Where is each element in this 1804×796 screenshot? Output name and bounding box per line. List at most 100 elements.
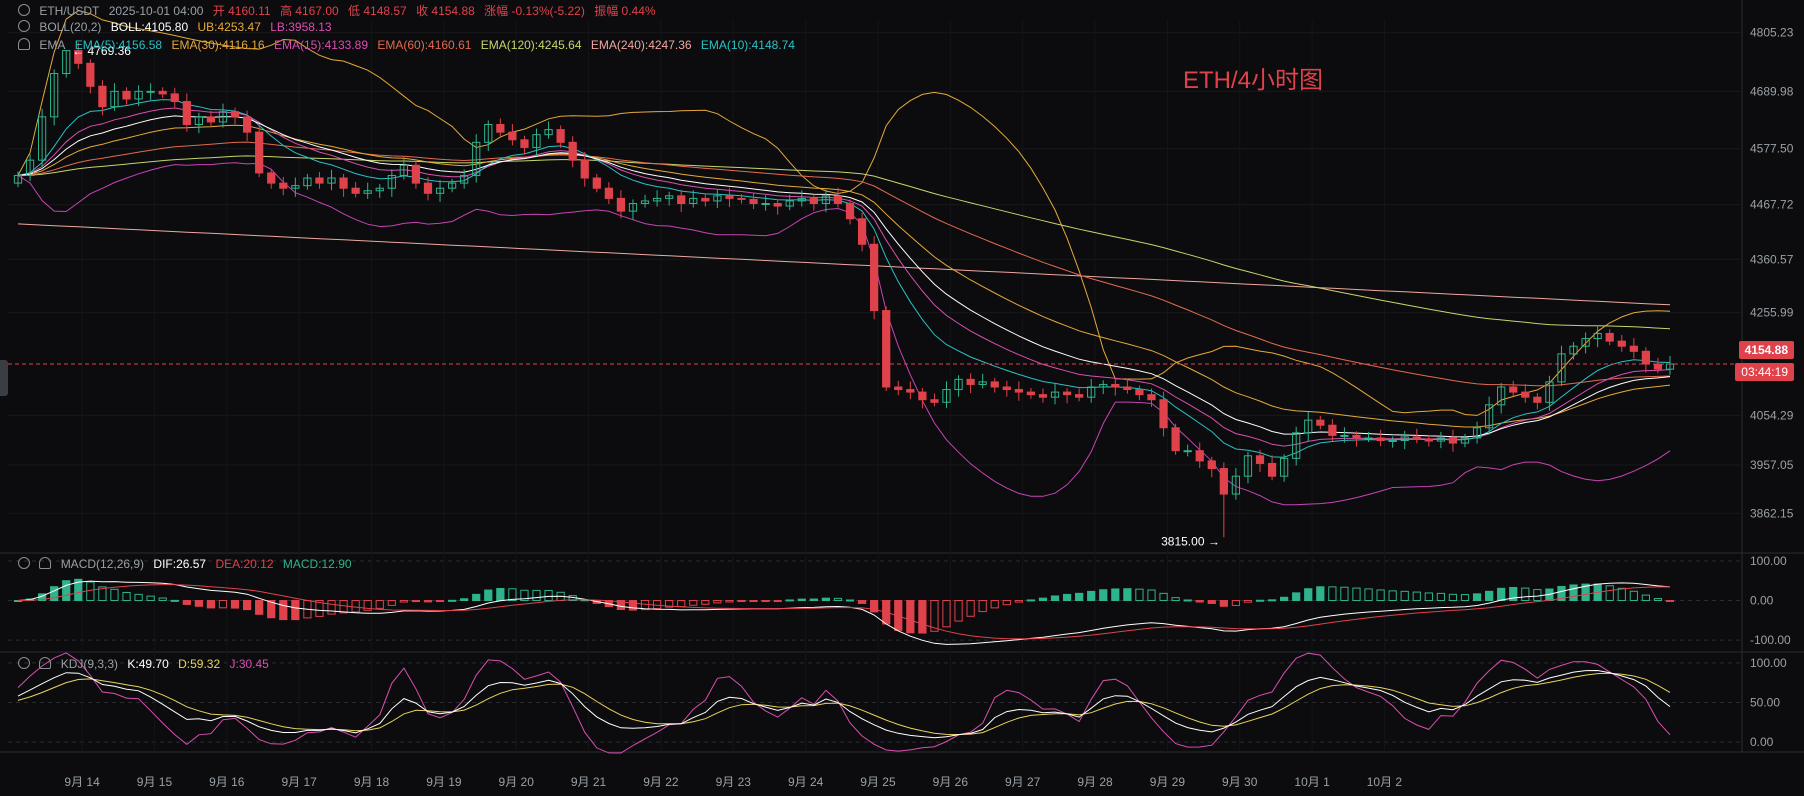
chevron-icon[interactable] [18, 557, 30, 569]
macd-histogram-bar [98, 586, 107, 602]
candle-body [845, 202, 855, 220]
macd-histogram-bar [291, 600, 300, 621]
macd-histogram-bar [508, 588, 517, 602]
candle-body [1231, 475, 1241, 495]
kdj-tick-label: 0.00 [1750, 735, 1774, 749]
candle-body [1123, 386, 1132, 391]
chevron-icon[interactable] [18, 20, 30, 32]
macd-histogram-bar [628, 600, 638, 611]
candle-body [110, 90, 119, 108]
macd-dea-line [17, 584, 1670, 640]
alert-bell-icon[interactable] [39, 557, 52, 569]
macd-histogram-bar [1653, 598, 1663, 602]
macd-histogram-bar [990, 600, 999, 609]
candle-body [857, 218, 867, 245]
macd-histogram-bar [1521, 587, 1530, 602]
candle-body [1436, 437, 1446, 442]
candle-body [954, 378, 963, 391]
chevron-icon[interactable] [18, 4, 30, 16]
time-tick-label: 9月 30 [1222, 775, 1258, 789]
candle-body [399, 164, 408, 176]
candle-body [568, 141, 577, 161]
macd-histogram-bar [255, 600, 264, 615]
time-tick-label: 9月 27 [1005, 775, 1041, 789]
macd-histogram-bar [532, 589, 541, 602]
candle-body [1641, 350, 1651, 365]
macd-histogram-bar [62, 580, 71, 602]
candle-body [942, 389, 951, 403]
candle-body [1653, 363, 1663, 370]
candle-body [218, 111, 228, 123]
macd-histogram-bar [1038, 597, 1048, 602]
candle-body [665, 195, 674, 199]
change-value: 涨幅 -0.13%(-5.22) [484, 4, 585, 18]
macd-dif-line [17, 580, 1671, 645]
candle-body [411, 164, 421, 184]
macd-histogram-bar [472, 593, 481, 602]
candle-body [1605, 332, 1614, 342]
candle-body [652, 197, 662, 202]
macd-histogram-bar [833, 597, 843, 602]
candle-body [242, 116, 252, 133]
candle-body [351, 187, 360, 194]
candle-body [1002, 386, 1011, 391]
macd-histogram-bar [821, 597, 831, 602]
candle-body [1195, 450, 1204, 462]
macd-histogram-bar [1460, 594, 1470, 602]
macd-histogram-bar [954, 600, 963, 622]
candle-body [1159, 399, 1168, 429]
boll-upper-line [17, 10, 1671, 416]
candle-body [966, 378, 975, 385]
candle-body [37, 116, 47, 161]
ema10-value: EMA(10):4148.74 [700, 38, 795, 52]
alert-bell-icon[interactable] [39, 657, 52, 669]
macd-histogram-bar [1183, 599, 1192, 602]
chevron-icon[interactable] [18, 657, 30, 669]
side-collapse-handle[interactable] [0, 360, 8, 396]
candle-body [363, 190, 372, 194]
macd-histogram-bar [870, 600, 879, 613]
alert-bell-icon[interactable] [18, 38, 30, 50]
close-value: 收 4154.88 [416, 4, 475, 18]
candle-body [1376, 437, 1385, 442]
macd-histogram-bar [146, 595, 155, 602]
price-tick-label: 3957.05 [1750, 458, 1794, 472]
ema60-value: EMA(60):4160.61 [377, 38, 472, 52]
candle-body [1267, 462, 1277, 477]
candle-body [1243, 455, 1253, 477]
ema120-value: EMA(120):4245.64 [480, 38, 582, 52]
candle-body [472, 141, 481, 176]
candle-body [689, 197, 698, 204]
macd-histogram-bar [857, 600, 867, 604]
low-annotation: 3815.00 → [1161, 534, 1220, 548]
macd-histogram-bar [1207, 600, 1216, 604]
macd-histogram-bar [110, 588, 119, 602]
macd-histogram-bar [496, 587, 505, 602]
macd-histogram-bar [1665, 600, 1675, 603]
macd-histogram-bar [1316, 586, 1325, 602]
candle-body [291, 185, 300, 189]
candle-body [1171, 427, 1180, 452]
macd-histogram-bar [242, 600, 252, 611]
candle-body [894, 386, 903, 391]
candle-body [1147, 394, 1156, 401]
ema5-line [17, 115, 1671, 438]
candle-body [1050, 391, 1060, 398]
macd-histogram-bar [1328, 586, 1337, 602]
macd-histogram-bar [182, 600, 191, 605]
macd-histogram-bar [1412, 591, 1421, 602]
macd-histogram-bar [1340, 586, 1349, 602]
chart-watermark: ETH/4小时图 [1183, 67, 1324, 94]
macd-histogram-bar [761, 600, 770, 603]
amplitude-value: 振幅 0.44% [594, 4, 656, 18]
boll-label: BOLL(20,2) [39, 20, 102, 34]
candle-body [62, 50, 71, 75]
candle-body [134, 90, 143, 100]
kdj-j-line [17, 652, 1671, 754]
macd-histogram-bar [435, 600, 445, 603]
candle-body [508, 131, 517, 141]
candle-body [423, 182, 433, 194]
time-tick-label: 9月 14 [64, 775, 100, 789]
candle-body [882, 310, 891, 388]
macd-histogram-bar [701, 600, 710, 605]
